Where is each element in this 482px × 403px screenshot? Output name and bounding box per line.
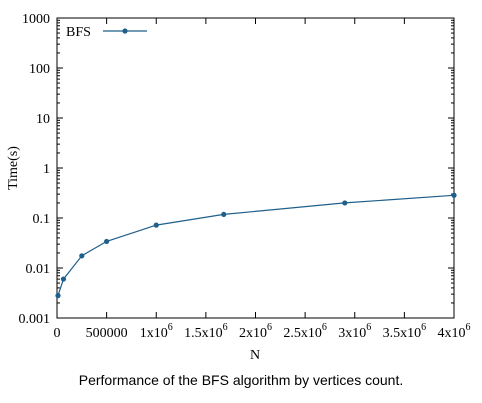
x-tick-label-base: 1x10 — [140, 326, 168, 341]
x-tick-label-exponent: 6 — [366, 322, 371, 333]
x-tick-label: 1x106 — [140, 322, 173, 341]
figure-caption: Performance of the BFS algorithm by vert… — [78, 372, 404, 388]
x-tick-label-base: 2x10 — [239, 326, 267, 341]
x-tick-label: 0 — [54, 326, 61, 341]
x-tick-label-base: 3x10 — [338, 326, 366, 341]
y-tick-label: 0.01 — [26, 262, 51, 277]
y-tick-label: 1 — [43, 162, 50, 177]
x-tick-label-base: 1.5x10 — [184, 326, 223, 341]
legend: BFS — [66, 25, 147, 40]
y-axis-title: Time(s) — [6, 146, 21, 190]
x-tick-label-exponent: 6 — [267, 322, 272, 333]
x-tick-label: 3.5x106 — [383, 322, 427, 341]
x-tick-label-base: 4x10 — [438, 326, 466, 341]
data-point — [104, 238, 110, 245]
x-tick-label-base: 0 — [54, 326, 61, 341]
x-tick-label: 1.5x106 — [184, 322, 228, 341]
x-tick-label-exponent: 6 — [223, 322, 228, 333]
x-tick-label-base: 3.5x10 — [383, 326, 422, 341]
x-tick-label: 4x106 — [438, 322, 471, 341]
y-axis-ticks: 0.001 0.01 0.1 1 10 100 1000 — [19, 12, 454, 327]
data-point — [451, 192, 457, 198]
data-point — [221, 211, 227, 218]
legend-label-bfs: BFS — [66, 25, 91, 40]
x-tick-label: 500000 — [86, 326, 128, 341]
data-point — [79, 253, 85, 259]
x-tick-label-exponent: 6 — [168, 322, 173, 333]
x-tick-label-exponent: 6 — [466, 322, 471, 333]
x-axis-title: N — [250, 348, 260, 363]
x-axis-ticks: 0 500000 1x106 1.5x106 2x106 2.5x106 3x106 3.5x… — [54, 18, 471, 341]
y-tick-label: 1000 — [22, 12, 50, 27]
x-tick-label: 3x106 — [338, 322, 371, 341]
x-tick-label-base: 2.5x10 — [283, 326, 322, 341]
x-tick-label: 2x106 — [239, 322, 272, 341]
x-tick-label: 2.5x106 — [283, 322, 327, 341]
plot-area — [56, 17, 455, 319]
y-tick-label: 0.001 — [19, 312, 51, 327]
data-point — [153, 222, 159, 228]
x-tick-label-exponent: 6 — [421, 322, 426, 333]
data-point — [60, 276, 67, 282]
y-tick-label: 0.1 — [33, 212, 51, 227]
legend-marker-bfs — [122, 28, 128, 34]
series-line-bfs — [57, 194, 455, 296]
series-layer — [55, 192, 457, 299]
data-point — [342, 200, 348, 206]
y-tick-label: 100 — [29, 62, 50, 77]
data-point — [55, 293, 61, 299]
x-tick-label-base: 500000 — [86, 326, 128, 341]
x-tick-label-exponent: 6 — [322, 322, 327, 333]
y-tick-label: 10 — [36, 112, 50, 127]
